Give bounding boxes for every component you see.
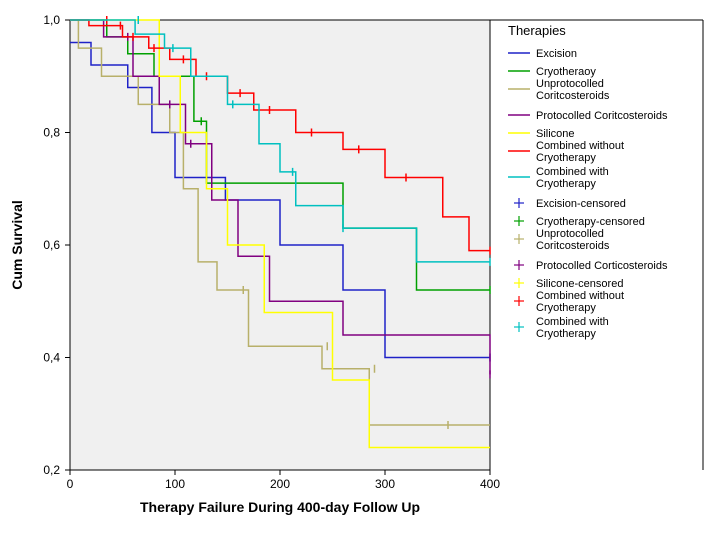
x-tick-label: 400 <box>480 477 500 491</box>
legend-label: Cryotherapy <box>536 178 596 190</box>
legend-label: Silicone <box>536 128 575 140</box>
x-tick-label: 200 <box>270 477 290 491</box>
x-axis-label: Therapy Failure During 400-day Follow Up <box>140 499 420 515</box>
km-survival-chart: 0 100 200 300 400 0,2 0,4 0,6 0,8 1,0 Therapy Fail… <box>0 0 704 535</box>
legend-label: Coritcosteroids <box>536 240 610 252</box>
chart-svg: 0 100 200 300 400 0,2 0,4 0,6 0,8 1,0 Therapy Fail… <box>0 0 704 535</box>
legend-label: Silicone-censored <box>536 278 623 290</box>
y-tick-label: 0,4 <box>43 351 60 365</box>
legend-label: Cryotherapy <box>536 152 596 164</box>
legend-label: Combined without <box>536 140 624 152</box>
legend-label: Protocolled Corticosteroids <box>536 260 668 272</box>
y-tick-label: 0,6 <box>43 238 60 252</box>
legend-label: Combined with <box>536 316 609 328</box>
legend-label: Excision <box>536 48 577 60</box>
legend-title: Therapies <box>508 23 566 38</box>
y-axis-label: Cum Survival <box>9 200 25 289</box>
x-tick-label: 300 <box>375 477 395 491</box>
legend-label: Coritcosteroids <box>536 90 610 102</box>
y-tick-label: 0,8 <box>43 126 60 140</box>
legend-label: Cryotheraoy <box>536 66 596 78</box>
legend-label: Combined with <box>536 166 609 178</box>
legend-label: Combined without <box>536 290 624 302</box>
legend-label: Cryotherapy <box>536 302 596 314</box>
x-tick-label: 0 <box>67 477 74 491</box>
legend-label: Unprotocolled <box>536 228 604 240</box>
y-tick-label: 0,2 <box>43 463 60 477</box>
legend-label: Excision-censored <box>536 198 626 210</box>
legend-label: Cryotherapy <box>536 328 596 340</box>
x-tick-label: 100 <box>165 477 185 491</box>
legend-label: Protocolled Coritcosteroids <box>536 110 668 122</box>
legend-label: Unprotocolled <box>536 78 604 90</box>
legend-label: Cryotherapy-censored <box>536 216 645 228</box>
y-tick-label: 1,0 <box>43 13 60 27</box>
